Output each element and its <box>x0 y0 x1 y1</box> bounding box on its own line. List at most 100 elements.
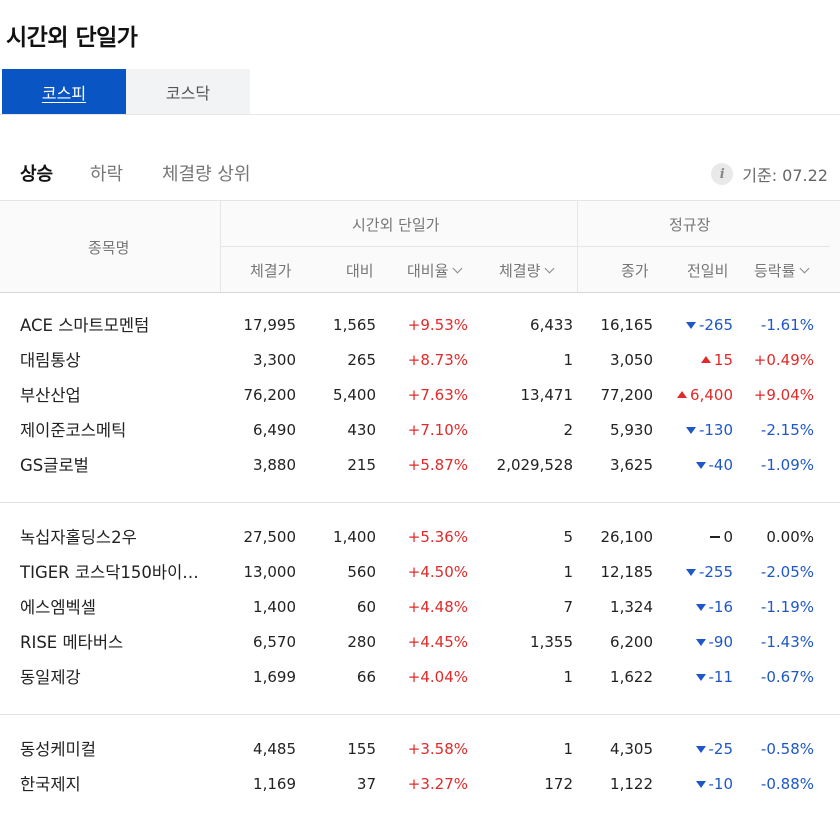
info-icon[interactable]: i <box>711 163 734 185</box>
table-row[interactable]: 동성케미컬 4,485 155 +3.58% 1 4,305 -25 -0.58% <box>0 732 840 767</box>
cell-price: 3,300 <box>253 351 296 369</box>
chevron-down-icon <box>452 263 463 274</box>
cell-rate: +5.36% <box>407 528 468 546</box>
stock-name[interactable]: RISE 메타버스 <box>20 633 124 652</box>
cell-volume: 1 <box>563 668 573 686</box>
cell-change: 280 <box>347 633 376 651</box>
table-row[interactable]: 녹십자홀딩스2우 27,500 1,400 +5.36% 5 26,100 0 0.00% <box>0 520 840 555</box>
table-row[interactable]: 한국제지 1,169 37 +3.27% 172 1,122 -10 -0.88% <box>0 767 840 802</box>
cell-volume: 1 <box>563 351 573 369</box>
cell-change: 60 <box>356 598 376 616</box>
sort-fluctuation[interactable]: 등락률 <box>754 260 810 281</box>
table-row[interactable]: 제이준코스메틱 6,490 430 +7.10% 2 5,930 -130 -2.15% <box>0 413 840 448</box>
cell-price: 4,485 <box>253 740 296 758</box>
header-prev-change: 전일비 <box>687 262 729 280</box>
prev-change-value: -130 <box>698 421 733 439</box>
stock-name[interactable]: 부산산업 <box>20 386 81 405</box>
cell-rate: +9.53% <box>407 316 468 334</box>
table-row[interactable]: RISE 메타버스 6,570 280 +4.45% 1,355 6,200 -90 -1.4… <box>0 625 840 660</box>
cell-price: 6,490 <box>253 421 296 439</box>
table-row[interactable]: 동일제강 1,699 66 +4.04% 1 1,622 -11 -0.67% <box>0 660 840 695</box>
cell-close: 12,185 <box>600 563 654 581</box>
table-row[interactable]: 에스엠벡셀 1,400 60 +4.48% 7 1,324 -16 -1.19% <box>0 590 840 625</box>
prev-change-value: -255 <box>698 563 733 581</box>
cell-fluctuation: +9.04% <box>753 386 814 404</box>
cell-volume: 1,355 <box>530 633 573 651</box>
stock-name[interactable]: 대림통상 <box>20 351 81 370</box>
table-row[interactable]: 대림통상 3,300 265 +8.73% 1 3,050 15 +0.49% <box>0 343 840 378</box>
prev-change-value: -16 <box>708 598 734 616</box>
cell-rate: +8.73% <box>407 351 468 369</box>
stock-name[interactable]: 에스엠벡셀 <box>20 598 96 617</box>
cell-prev-change: -11 <box>695 660 733 695</box>
header-volume: 체결량 <box>499 262 541 280</box>
table-row[interactable]: ACE 스마트모멘텀 17,995 1,565 +9.53% 6,433 16,165 -2… <box>0 308 840 343</box>
sort-change-rate[interactable]: 대비율 <box>407 260 463 281</box>
cell-change: 155 <box>347 740 376 758</box>
tab-top-volume[interactable]: 체결량 상위 <box>162 164 251 185</box>
cell-fluctuation: -1.43% <box>760 633 814 651</box>
cell-volume: 2,029,528 <box>496 456 573 474</box>
cell-volume: 6,433 <box>530 316 573 334</box>
stock-name[interactable]: TIGER 코스닥150바이오테크 <box>20 563 210 582</box>
tab-kosdaq[interactable]: 코스닥 <box>126 69 250 114</box>
tab-kospi[interactable]: 코스피 <box>2 69 126 114</box>
cell-fluctuation: 0.00% <box>766 528 814 546</box>
triangle-up-icon <box>700 356 711 363</box>
cell-volume: 1 <box>563 563 573 581</box>
cell-close: 1,622 <box>610 668 653 686</box>
prev-change-value: -40 <box>708 456 734 474</box>
cell-close: 6,200 <box>610 633 653 651</box>
cell-close: 26,100 <box>600 528 654 546</box>
group-divider <box>0 502 840 503</box>
prev-change-value: -90 <box>708 633 734 651</box>
cell-fluctuation: -0.67% <box>760 668 814 686</box>
header-fluctuation: 등락률 <box>754 262 796 280</box>
table-row[interactable]: TIGER 코스닥150바이오테크 13,000 560 +4.50% 1 12,185 -… <box>0 555 840 590</box>
cell-fluctuation: -2.15% <box>760 421 814 439</box>
cell-close: 1,122 <box>610 775 653 793</box>
cell-fluctuation: -2.05% <box>760 563 814 581</box>
cell-price: 6,570 <box>253 633 296 651</box>
tab-fall[interactable]: 하락 <box>90 164 124 185</box>
chevron-down-icon <box>799 263 810 274</box>
stock-name[interactable]: 제이준코스메틱 <box>20 421 127 440</box>
stock-name[interactable]: 동일제강 <box>20 668 81 687</box>
cell-fluctuation: -0.88% <box>760 775 814 793</box>
cell-close: 3,625 <box>610 456 653 474</box>
cell-price: 1,699 <box>253 668 296 686</box>
cell-fluctuation: -1.09% <box>760 456 814 474</box>
header-group-afterhours: 시간외 단일가 <box>352 216 440 234</box>
cell-price: 1,169 <box>253 775 296 793</box>
table-row[interactable]: 부산산업 76,200 5,400 +7.63% 13,471 77,200 6,400 +9… <box>0 378 840 413</box>
cell-rate: +4.04% <box>407 668 468 686</box>
prev-change-value: 6,400 <box>690 386 733 404</box>
cell-close: 3,050 <box>610 351 653 369</box>
cell-rate: +7.63% <box>407 386 468 404</box>
stock-name[interactable]: 한국제지 <box>20 775 81 794</box>
cell-close: 77,200 <box>600 386 654 404</box>
cell-volume: 172 <box>544 775 573 793</box>
stock-name[interactable]: 녹십자홀딩스2우 <box>20 528 137 547</box>
cell-price: 27,500 <box>243 528 297 546</box>
triangle-down-icon <box>695 746 706 753</box>
cell-change: 265 <box>347 351 376 369</box>
cell-volume: 13,471 <box>520 386 574 404</box>
prev-change-value: -265 <box>698 316 733 334</box>
market-tabs: 코스피 코스닥 <box>2 69 250 114</box>
cell-close: 1,324 <box>610 598 653 616</box>
cell-volume: 2 <box>563 421 573 439</box>
cell-rate: +7.10% <box>407 421 468 439</box>
tab-rise[interactable]: 상승 <box>20 164 54 185</box>
dash-icon <box>710 536 721 538</box>
sort-volume[interactable]: 체결량 <box>499 260 555 281</box>
divider <box>0 114 840 115</box>
cell-change: 430 <box>347 421 376 439</box>
stock-name[interactable]: ACE 스마트모멘텀 <box>20 316 150 335</box>
table-row[interactable]: GS글로벌 3,880 215 +5.87% 2,029,528 3,625 -40 -1.0… <box>0 448 840 483</box>
stock-name[interactable]: 동성케미컬 <box>20 740 96 759</box>
cell-change: 66 <box>356 668 376 686</box>
cell-prev-change: -25 <box>695 732 733 767</box>
group-spacer <box>0 695 840 714</box>
stock-name[interactable]: GS글로벌 <box>20 456 89 475</box>
